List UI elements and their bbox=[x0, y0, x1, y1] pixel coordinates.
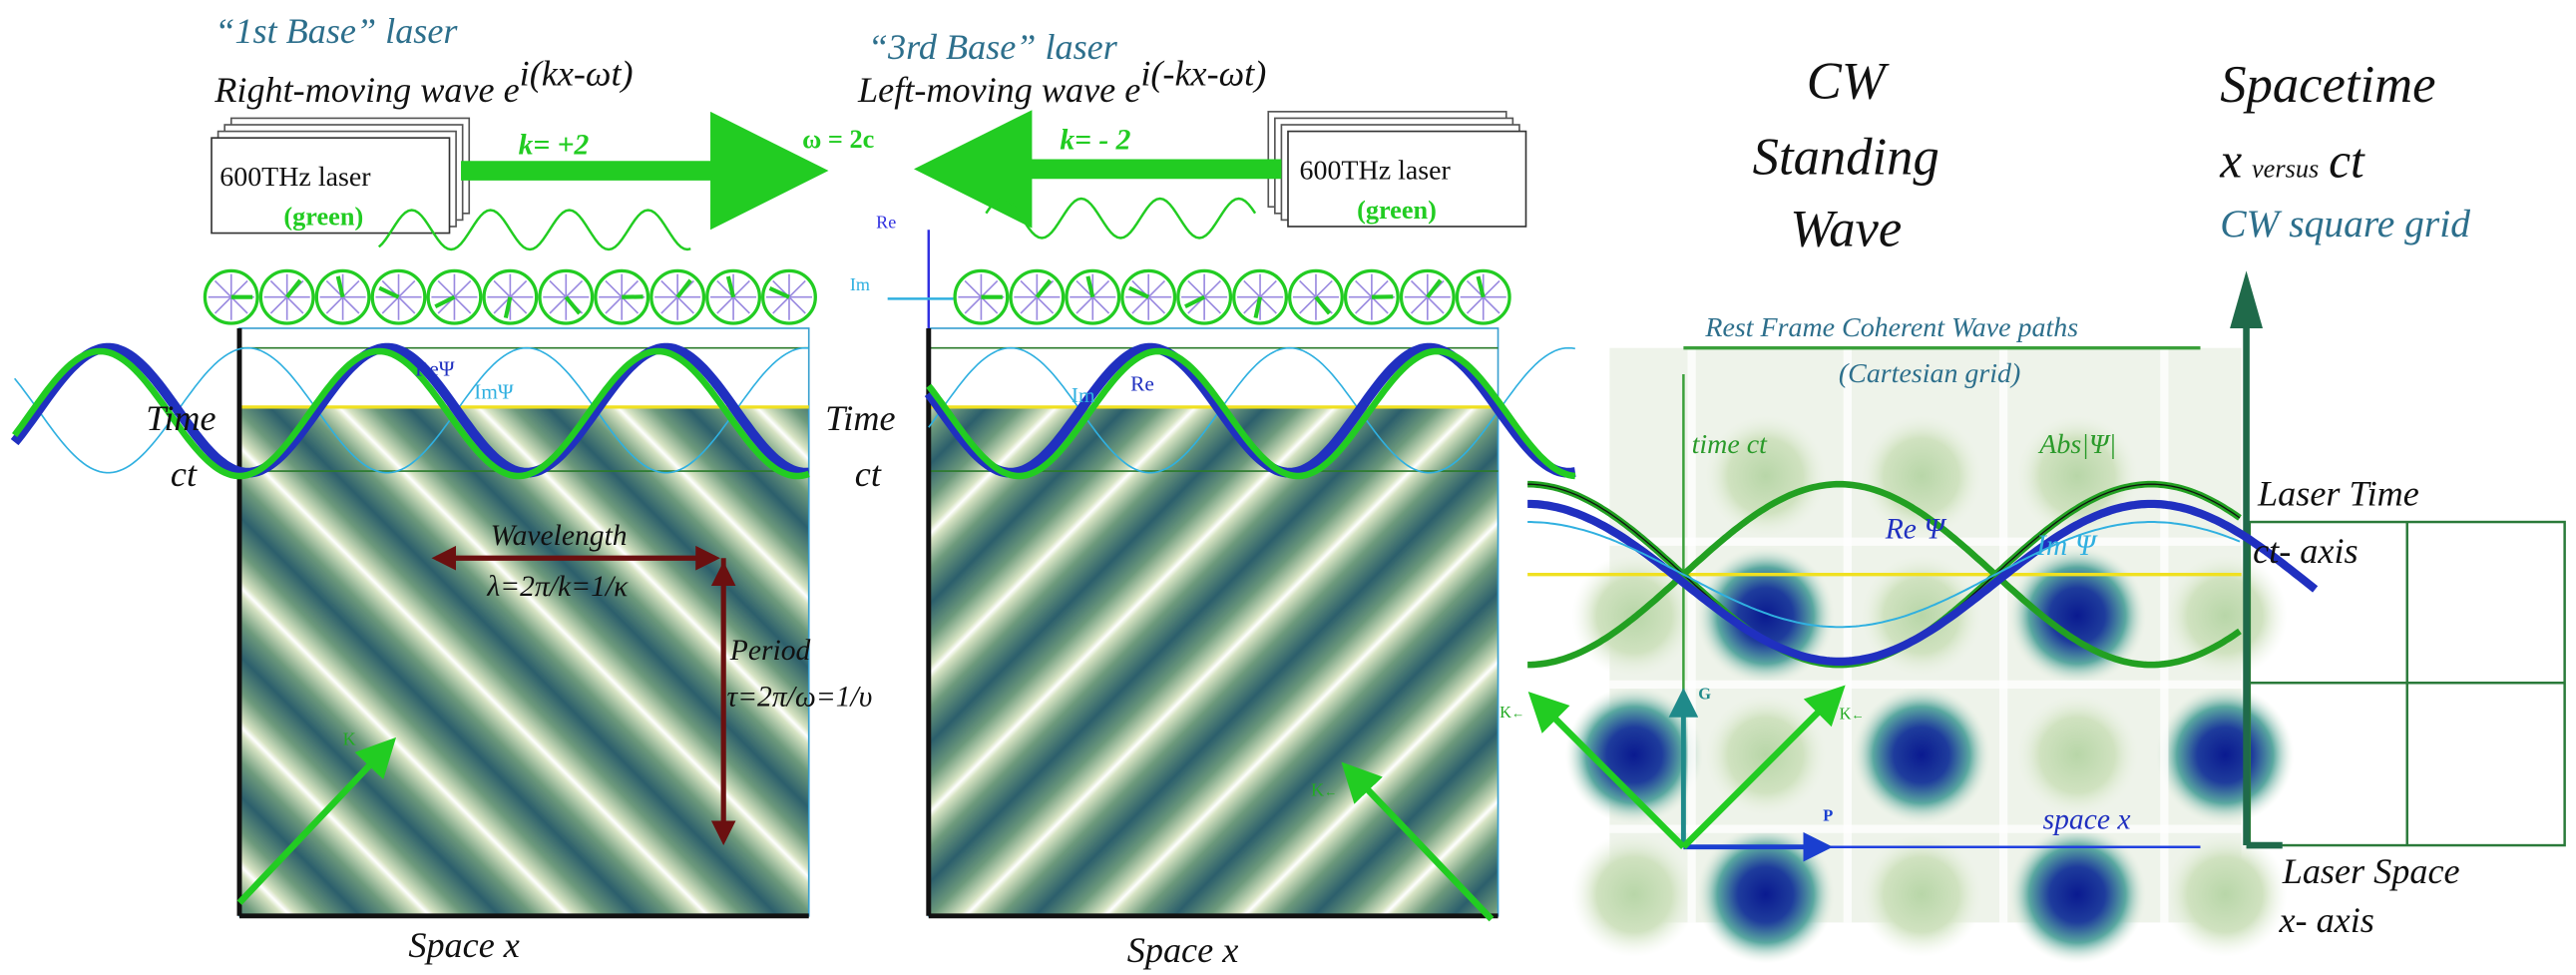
laser-label: 600THz laser bbox=[219, 162, 371, 193]
laser-color: (green) bbox=[283, 202, 363, 231]
phasor bbox=[316, 270, 369, 323]
ct-label: ct bbox=[171, 454, 198, 494]
space-label: Space x bbox=[1127, 930, 1238, 970]
ct-label: ct bbox=[855, 454, 882, 494]
im-label: Im Ψ bbox=[2035, 530, 2099, 562]
wavelength-formula: λ=2π/k=1/κ bbox=[486, 571, 629, 603]
phasor bbox=[372, 270, 425, 323]
phasor bbox=[1011, 270, 1064, 323]
axis-label: x- axis bbox=[2278, 900, 2373, 940]
laser-label: 600THz laser bbox=[1300, 155, 1452, 186]
g-label: G bbox=[1698, 685, 1711, 704]
phasor bbox=[1457, 270, 1509, 323]
time-label: time ct bbox=[1692, 429, 1769, 460]
intensity-peak bbox=[2156, 687, 2294, 824]
phasor bbox=[1067, 270, 1119, 323]
phasor bbox=[955, 270, 1008, 323]
intensity-peak bbox=[1853, 687, 1990, 824]
intensity-node bbox=[1572, 832, 1697, 957]
phasor bbox=[1290, 270, 1343, 323]
versus-text: versus bbox=[2252, 155, 2319, 184]
space-label: Space x bbox=[408, 925, 519, 965]
title: Spacetime bbox=[2220, 56, 2435, 114]
im-psi: ImΨ bbox=[474, 380, 514, 404]
heading: “1st Base” laser bbox=[215, 11, 458, 51]
space-label: space x bbox=[2043, 804, 2131, 836]
period-label: Period bbox=[729, 635, 811, 667]
k-arrow: ← bbox=[1852, 707, 1865, 722]
time-label: Time bbox=[146, 398, 215, 438]
x-text: x bbox=[2219, 134, 2242, 189]
drawing bbox=[15, 112, 2565, 964]
intensity-node bbox=[2015, 693, 2140, 817]
phasor bbox=[1178, 270, 1231, 323]
intensity-node bbox=[2163, 832, 2288, 957]
k-arrow: ← bbox=[1511, 706, 1524, 721]
k-arrow: ← bbox=[1324, 784, 1337, 799]
phasor bbox=[1401, 270, 1454, 323]
title-line: Wave bbox=[1790, 201, 1902, 258]
wavenumber: k= - 2 bbox=[1060, 125, 1130, 157]
phasor bbox=[1122, 270, 1175, 323]
phasor bbox=[428, 270, 481, 323]
intensity-node bbox=[1859, 832, 1983, 957]
k-text: K bbox=[1500, 703, 1511, 722]
wavelet bbox=[986, 199, 1255, 238]
phasor bbox=[484, 270, 537, 323]
wave-formula: Right-moving wave ei(kx-ωt) bbox=[214, 54, 633, 110]
re-label: Re Ψ bbox=[1885, 513, 1948, 545]
axis-label: Laser Space bbox=[2282, 851, 2460, 891]
time-label: Time bbox=[825, 398, 895, 438]
title-line: Standing bbox=[1753, 128, 1939, 186]
heading: “3rd Base” laser bbox=[868, 27, 1118, 67]
title-line: CW bbox=[1807, 53, 1890, 111]
k-label: K← bbox=[1500, 703, 1524, 722]
phasor bbox=[763, 270, 816, 323]
intensity-node bbox=[1703, 693, 1828, 817]
k-text: K bbox=[1840, 704, 1852, 723]
abs-label: Abs|Ψ| bbox=[2037, 429, 2116, 460]
im-axis-label: Im bbox=[850, 274, 870, 294]
phasor bbox=[1234, 270, 1287, 323]
re-axis-label: Re bbox=[876, 213, 896, 233]
wave-text: Right-moving wave e bbox=[214, 70, 519, 110]
panel-title: Rest Frame Coherent Wave paths bbox=[1704, 312, 2078, 343]
re-psi: Re bbox=[1130, 371, 1154, 395]
k-label: K← bbox=[1840, 704, 1865, 723]
phasor bbox=[596, 270, 648, 323]
re-psi: ReΨ bbox=[415, 357, 455, 381]
phasor bbox=[260, 270, 313, 323]
p-label: P bbox=[1823, 805, 1833, 824]
ct-text: ct bbox=[2329, 134, 2365, 189]
phasor bbox=[707, 270, 760, 323]
grid-caption: CW square grid bbox=[2220, 202, 2470, 245]
diagram: “1st Base” laser Right-moving wave ei(kx… bbox=[0, 0, 2576, 975]
im-psi: Im bbox=[1072, 383, 1095, 407]
k-label: K← bbox=[1311, 780, 1337, 800]
phasor bbox=[540, 270, 593, 323]
panel-subtitle: (Cartesian grid) bbox=[1839, 358, 2020, 389]
k-text: K bbox=[1311, 780, 1324, 800]
subtitle: xversus ct bbox=[2219, 134, 2365, 189]
phasor bbox=[1346, 270, 1399, 323]
wavenumber: k= +2 bbox=[519, 130, 590, 162]
phasor bbox=[651, 270, 704, 323]
axis-label: Laser Time bbox=[2257, 474, 2419, 514]
wavelength-label: Wavelength bbox=[491, 520, 628, 552]
wave-text: Left-moving wave e bbox=[857, 70, 1140, 110]
period-formula: τ=2π/ω=1/υ bbox=[726, 681, 872, 713]
phasor bbox=[205, 270, 257, 323]
laser-color: (green) bbox=[1357, 196, 1437, 225]
exponent: i(-kx-ωt) bbox=[1140, 54, 1266, 94]
axis-arrowhead bbox=[2230, 270, 2263, 328]
exponent: i(kx-ωt) bbox=[520, 54, 634, 94]
axis-label: ct- axis bbox=[2253, 531, 2358, 571]
k-label: K bbox=[343, 730, 356, 749]
omega: ω = 2c bbox=[802, 125, 875, 154]
